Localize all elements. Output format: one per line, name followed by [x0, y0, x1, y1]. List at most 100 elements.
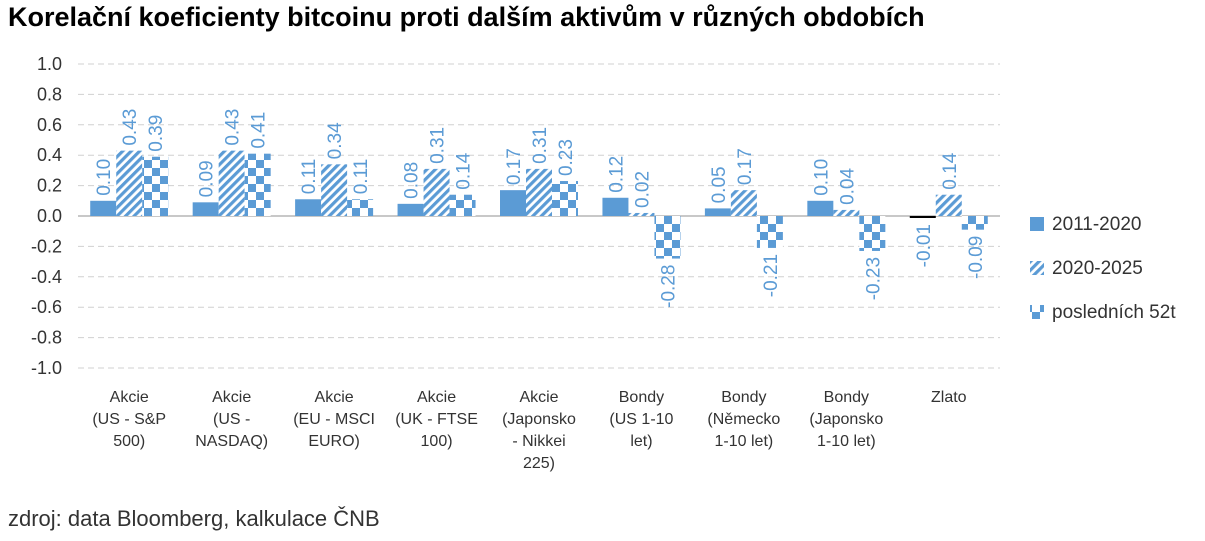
bar [859, 216, 886, 251]
category-label: (UK - FTSE [395, 411, 478, 428]
legend-label: 2020-2025 [1052, 258, 1143, 279]
category-label: 225) [523, 455, 555, 472]
y-tick-label: -0.2 [31, 236, 62, 256]
y-tick-label: -0.4 [31, 267, 62, 287]
legend-swatch [1030, 305, 1044, 319]
bar [500, 190, 526, 216]
data-label: 0.34 [325, 122, 346, 159]
category-label: (EU - MSCI [293, 411, 375, 428]
data-label: 0.17 [504, 148, 525, 185]
legend-swatch [1030, 217, 1044, 231]
bar [909, 216, 936, 218]
category-label: 500) [113, 433, 145, 450]
category-label: 100) [421, 433, 453, 450]
bar [704, 208, 731, 216]
data-label: 0.43 [120, 109, 141, 146]
bar [756, 216, 783, 248]
bar [449, 194, 476, 216]
data-label: -0.23 [863, 257, 884, 300]
y-tick-label: 0.0 [37, 206, 62, 226]
category-label: (US - [213, 411, 250, 428]
y-tick-label: 0.8 [37, 84, 62, 104]
bar [935, 194, 962, 216]
bar [244, 153, 271, 216]
category-label: Bondy [619, 389, 664, 406]
category-label: (US 1-10 [609, 411, 673, 428]
data-label: 0.09 [197, 160, 218, 197]
bar [218, 150, 245, 216]
bar [961, 216, 988, 230]
bar [347, 199, 374, 216]
data-label: 0.11 [299, 159, 320, 195]
category-label: - Nikkei [512, 433, 565, 450]
data-label: -0.01 [914, 224, 935, 267]
category-label: NASDAQ) [195, 433, 268, 450]
y-tick-label: 0.4 [37, 145, 62, 165]
y-tick-label: -1.0 [31, 358, 62, 378]
legend-label: 2011-2020 [1052, 214, 1141, 235]
data-label: 0.17 [735, 148, 756, 185]
bar [321, 164, 348, 216]
data-label: 0.31 [530, 127, 551, 164]
data-label: 0.39 [146, 115, 167, 152]
bar [628, 212, 655, 216]
bar [833, 209, 860, 216]
y-tick-label: 0.2 [37, 176, 62, 196]
legend-label: posledních 52t [1052, 302, 1176, 323]
category-label: Akcie [110, 389, 149, 406]
category-label: Akcie [519, 389, 558, 406]
category-label: EURO) [308, 433, 360, 450]
legend-swatch [1030, 261, 1044, 275]
y-tick-label: 1.0 [37, 54, 62, 74]
source-note: zdroj: data Bloomberg, kalkulace ČNB [8, 506, 380, 531]
data-label: -0.09 [966, 236, 987, 279]
bar [90, 200, 117, 216]
data-label: 0.10 [94, 159, 115, 196]
data-label: 0.08 [402, 162, 423, 199]
category-label: Akcie [315, 389, 354, 406]
bar [397, 203, 424, 216]
category-label: (Japonsko [809, 411, 883, 428]
chart-title: Korelační koeficienty bitcoinu proti dal… [8, 2, 925, 32]
category-label: (US - S&P [92, 411, 166, 428]
bar [116, 150, 143, 216]
y-tick-label: 0.6 [37, 115, 62, 135]
bar [602, 197, 629, 216]
category-label: let) [630, 433, 652, 450]
bar [142, 156, 169, 216]
category-label: Akcie [417, 389, 456, 406]
category-label: (Japonsko [502, 411, 576, 428]
data-label: 0.12 [606, 156, 627, 193]
bar-chart: 1.0 0.8 0.6 0.4 0.2 0.0 -0.2 -0.4 -0.6 -0.8 -1.0 Ak… [31, 54, 1176, 472]
bar [526, 168, 552, 216]
y-tick-label: -0.6 [31, 297, 62, 317]
y-tick-label: -0.8 [31, 328, 62, 348]
data-label: 0.14 [454, 152, 475, 189]
bar [423, 168, 450, 216]
data-label: 0.05 [709, 166, 730, 203]
bar [295, 199, 322, 216]
data-label: 0.14 [940, 152, 961, 189]
data-label: -0.28 [658, 265, 679, 308]
data-label: 0.43 [223, 109, 244, 146]
category-label: 1-10 let) [817, 433, 876, 450]
data-label: 0.41 [249, 112, 270, 149]
bar [192, 202, 219, 216]
data-label: 0.31 [428, 127, 449, 164]
category-label: Bondy [824, 389, 869, 406]
bar [552, 181, 578, 216]
data-label: 0.02 [632, 171, 653, 208]
bar [807, 200, 834, 216]
category-label: (Německo [707, 411, 780, 428]
data-label: 0.10 [811, 159, 832, 196]
data-label: 0.23 [556, 139, 577, 176]
category-label: 1-10 let) [715, 433, 774, 450]
bar [730, 190, 757, 216]
data-label: 0.11 [351, 159, 372, 195]
data-label: -0.21 [761, 254, 782, 297]
bar [654, 216, 681, 259]
data-label: 0.04 [837, 168, 858, 205]
category-label: Akcie [212, 389, 251, 406]
category-label: Zlato [931, 389, 967, 406]
category-label: Bondy [721, 389, 766, 406]
